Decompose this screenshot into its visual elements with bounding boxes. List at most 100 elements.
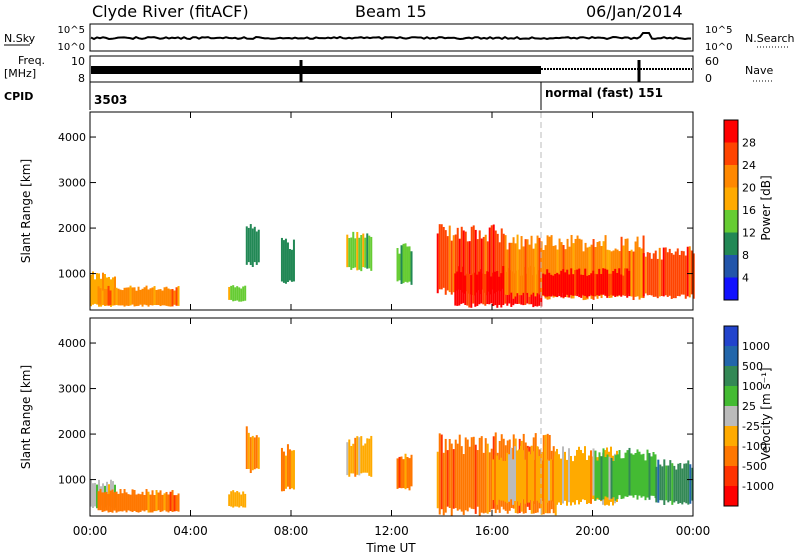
velocity-echo-region [245,426,260,474]
power-echo-cell [584,268,587,296]
power-colorbar-swatch [724,210,738,233]
power-echo-cell [540,241,543,296]
power-echo-cell [630,249,633,297]
velocity-echo-cell [292,450,295,490]
velocity-echo-cell [464,437,467,511]
power-echo-cell [468,273,471,308]
velocity-echo-cell [480,436,483,513]
power-echo-cell [498,276,501,305]
velocity-echo-cell [173,495,176,512]
velocity-echo-cell [109,490,112,513]
velocity-echo-cell [366,438,369,473]
velocity-echo-cell [446,450,449,507]
velocity-colorbar-tick: -500 [742,460,767,473]
power-echo-cell [129,285,132,306]
power-echo-cell [670,253,673,299]
power-echo-cell [544,245,547,299]
power-echo-cell [496,270,499,308]
velocity-echo-region [228,490,247,508]
velocity-echo-cell [460,446,463,512]
power-echo-cell [444,230,447,295]
velocity-colorbar-tick: 25 [742,400,756,413]
velocity-echo-cell [636,449,639,500]
power-echo-cell [666,252,669,297]
power-echo-cell [598,241,601,296]
velocity-echo-cell [683,463,686,503]
power-echo-cell [131,287,134,305]
velocity-echo-cell [510,447,512,500]
velocity-echo-cell [642,453,645,497]
velocity-echo-cell [410,454,413,487]
velocity-echo-cell [354,437,357,477]
power-colorbar-tick: 28 [742,137,756,150]
velocity-echo-cell [466,439,469,512]
power-colorbar-tick: 16 [742,204,756,217]
power-echo-cell [292,239,295,282]
power-echo-cell [556,249,559,294]
power-echo-cell [582,274,585,296]
velocity-echo-cell [129,494,132,512]
power-echo-cell [620,236,623,295]
velocity-echo-cell [352,443,355,474]
velocity-echo-cell [348,439,351,477]
velocity-echo-cell [145,489,148,511]
power-colorbar-swatch [724,120,738,143]
power-echo-cell [103,288,106,305]
velocity-echo-cell [135,494,138,513]
power-echo-cell [536,235,539,294]
power-echo-cell [504,235,507,295]
velocity-echo-cell [442,452,445,516]
velocity-echo-cell [624,452,627,497]
velocity-echo-cell [592,448,595,496]
power-echo-cell [692,253,695,299]
velocity-echo-cell [638,451,641,496]
power-echo-cell [135,290,138,307]
power-echo-cell [616,272,619,296]
power-echo-cell [588,275,591,297]
velocity-echo-cell [404,453,407,490]
power-echo-cell [472,273,475,304]
power-echo-cell [356,231,359,271]
velocity-echo-cell [689,464,692,504]
velocity-echo-cell [602,448,605,500]
power-echo-cell [350,237,353,270]
date-title: 06/Jan/2014 [586,2,683,21]
velocity-echo-cell [500,457,502,501]
power-echo-cell [147,289,150,307]
velocity-ytick-label: 3000 [58,383,86,396]
power-echo-cell [101,290,104,306]
power-colorbar-tick: 4 [742,272,749,285]
velocity-echo-cell [290,450,293,489]
power-echo-cell [113,288,116,306]
power-echo-cell [658,247,661,297]
power-echo-cell [560,242,563,293]
power-echo-cell [586,275,589,298]
power-echo-cell [600,246,603,299]
velocity-echo-cell [476,450,479,507]
power-echo-cell [596,241,599,299]
power-echo-cell [620,274,623,297]
power-echo-cell [111,289,114,306]
velocity-echo-cell [546,459,548,503]
velocity-echo-cell [103,492,106,512]
power-echo-cell [251,228,254,267]
power-ytick-label: 3000 [58,177,86,190]
power-echo-cell [602,241,605,294]
power-echo-cell [238,287,241,302]
velocity-echo-cell [564,451,566,501]
power-echo-cell [360,235,363,272]
power-echo-cell [552,245,555,298]
power-echo-cell [92,271,94,305]
nave-tick-high: 60 [705,55,719,68]
velocity-echo-cell [123,489,126,511]
velocity-echo-cell [228,494,231,507]
power-echo-cell [228,286,231,300]
power-echo-cell [255,231,258,265]
velocity-echo-cell [448,439,451,508]
power-echo-cell [448,225,451,293]
power-echo-cell [602,268,605,295]
power-echo-cell [450,240,453,295]
velocity-echo-cell [612,460,615,498]
nsky-bottom-tick: 10^0 [58,42,85,53]
